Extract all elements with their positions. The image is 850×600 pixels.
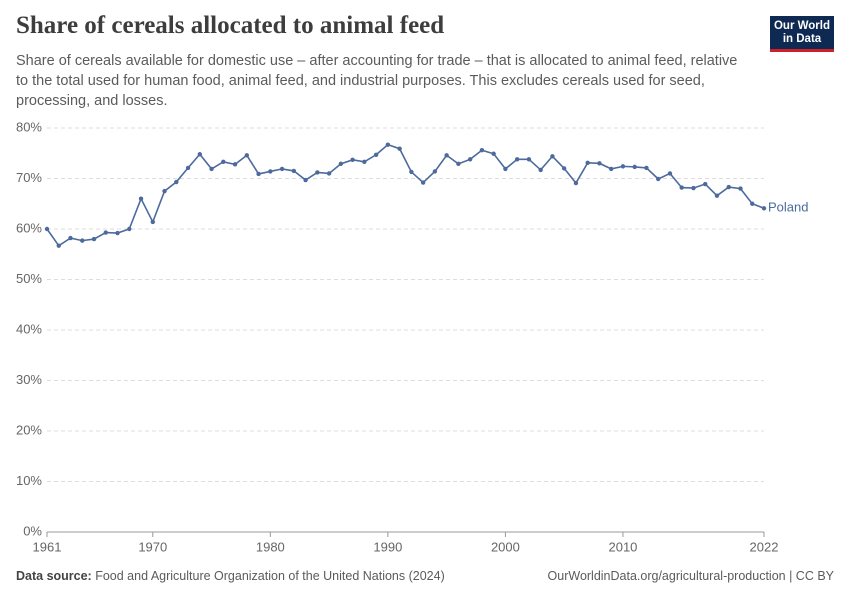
x-tick-label: 1970 — [138, 539, 167, 554]
point — [127, 226, 132, 232]
point — [362, 159, 367, 165]
point — [385, 142, 391, 147]
y-tick-label: 50% — [16, 271, 42, 286]
point — [644, 165, 649, 171]
x-tick-label: 2010 — [608, 539, 637, 554]
point — [679, 185, 684, 190]
point — [585, 160, 590, 166]
source: Data source: Food and Agriculture Organi… — [16, 569, 445, 583]
point — [444, 153, 449, 158]
series-label: Poland — [768, 200, 808, 215]
point — [479, 148, 485, 153]
point — [44, 226, 50, 232]
point — [550, 154, 555, 159]
point — [632, 164, 637, 170]
point — [761, 206, 767, 211]
y-tick-label: 0% — [23, 523, 42, 538]
point — [185, 165, 191, 171]
x-tick-label: 2022 — [750, 539, 779, 554]
point — [526, 157, 532, 162]
y-tick-label: 20% — [16, 422, 42, 437]
point — [209, 166, 214, 172]
point — [326, 171, 332, 176]
point — [703, 181, 708, 187]
point — [750, 201, 755, 206]
point — [738, 186, 743, 191]
point — [620, 164, 626, 169]
chart-title: Share of cereals allocated to animal fee… — [16, 12, 445, 39]
point — [420, 180, 426, 185]
point — [291, 168, 297, 174]
logo[interactable]: Our World in Data — [770, 16, 834, 52]
y-tick-label: 40% — [16, 321, 42, 336]
point — [726, 184, 731, 190]
point — [350, 157, 355, 163]
point — [80, 238, 85, 243]
point — [691, 185, 696, 191]
point — [115, 230, 120, 236]
point — [279, 166, 285, 172]
point — [91, 236, 97, 242]
point — [256, 171, 261, 177]
point — [714, 193, 720, 198]
y-tick-label: 80% — [16, 119, 42, 134]
point — [467, 157, 473, 162]
point — [268, 169, 273, 174]
x-tick-label: 1961 — [33, 539, 62, 554]
x-tick-label: 1990 — [373, 539, 402, 554]
point — [221, 159, 226, 165]
x-tick-label: 2000 — [491, 539, 520, 554]
point — [397, 146, 402, 151]
point — [491, 151, 496, 156]
point — [303, 177, 308, 183]
logo-text: in Data — [782, 33, 822, 45]
source-text: Food and Agriculture Organization of the… — [95, 569, 445, 583]
x-tick-label: 1980 — [256, 539, 285, 554]
point — [456, 161, 461, 167]
point — [103, 230, 108, 235]
point — [597, 161, 602, 166]
y-tick-label: 70% — [16, 170, 42, 185]
point — [503, 166, 508, 172]
source-label: Data source: — [16, 569, 92, 583]
point — [68, 235, 73, 241]
y-tick-label: 10% — [16, 473, 42, 488]
point — [538, 167, 543, 173]
point — [138, 196, 144, 201]
point — [197, 152, 203, 157]
logo-text: Our World — [773, 20, 830, 32]
point — [315, 170, 320, 175]
point — [244, 153, 250, 158]
line — [46, 143, 765, 247]
point — [373, 152, 379, 157]
point — [561, 166, 567, 171]
point — [667, 171, 673, 176]
point — [656, 176, 661, 182]
point — [174, 179, 179, 185]
point — [162, 188, 167, 194]
y-tick-label: 60% — [16, 220, 42, 235]
point — [573, 180, 579, 186]
point — [150, 219, 155, 225]
point — [338, 161, 344, 167]
point — [432, 169, 438, 174]
point — [56, 243, 61, 248]
point — [608, 166, 614, 172]
point — [409, 169, 414, 175]
chart-subtitle: Share of cereals available for domestic … — [16, 53, 738, 109]
y-tick-label: 30% — [16, 372, 42, 387]
point — [514, 157, 520, 162]
point — [232, 162, 238, 167]
url[interactable]: OurWorldinData.org/agricultural-producti… — [547, 569, 834, 583]
